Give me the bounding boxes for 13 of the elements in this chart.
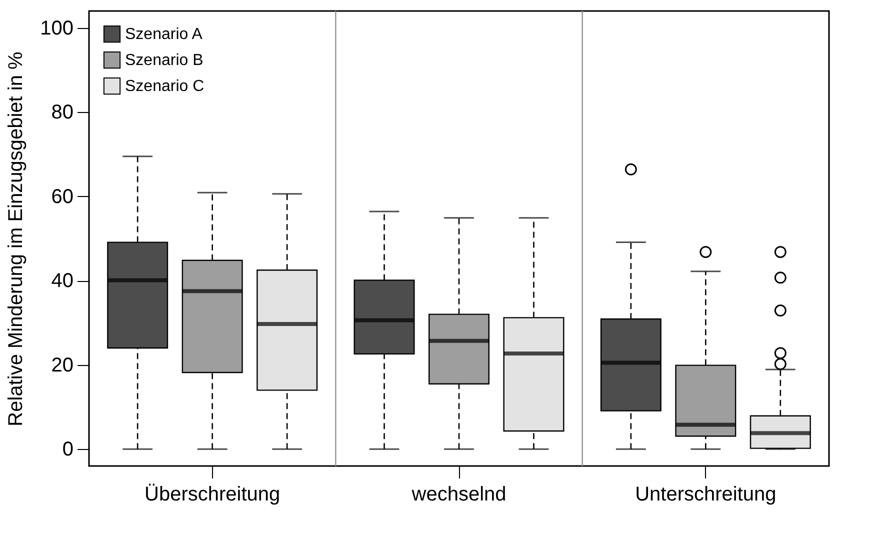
x-tick-label: Unterschreitung [635,484,776,506]
x-tick-label: Überschreitung [144,484,280,506]
x-tick-label: wechselnd [410,484,506,506]
legend-label: Szenario B [125,52,204,69]
y-tick-label: 40 [51,270,74,292]
legend-label: Szenario C [125,78,204,95]
y-tick-label: 100 [40,17,74,40]
y-tick-label: 60 [51,186,74,208]
legend-label: Szenario A [125,26,203,43]
y-axis-title: Relative Minderung im Einzugsgebiet in % [5,51,28,426]
y-tick-label: 20 [51,354,74,376]
y-tick-label: 80 [51,102,74,124]
y-tick-label: 0 [62,438,74,461]
